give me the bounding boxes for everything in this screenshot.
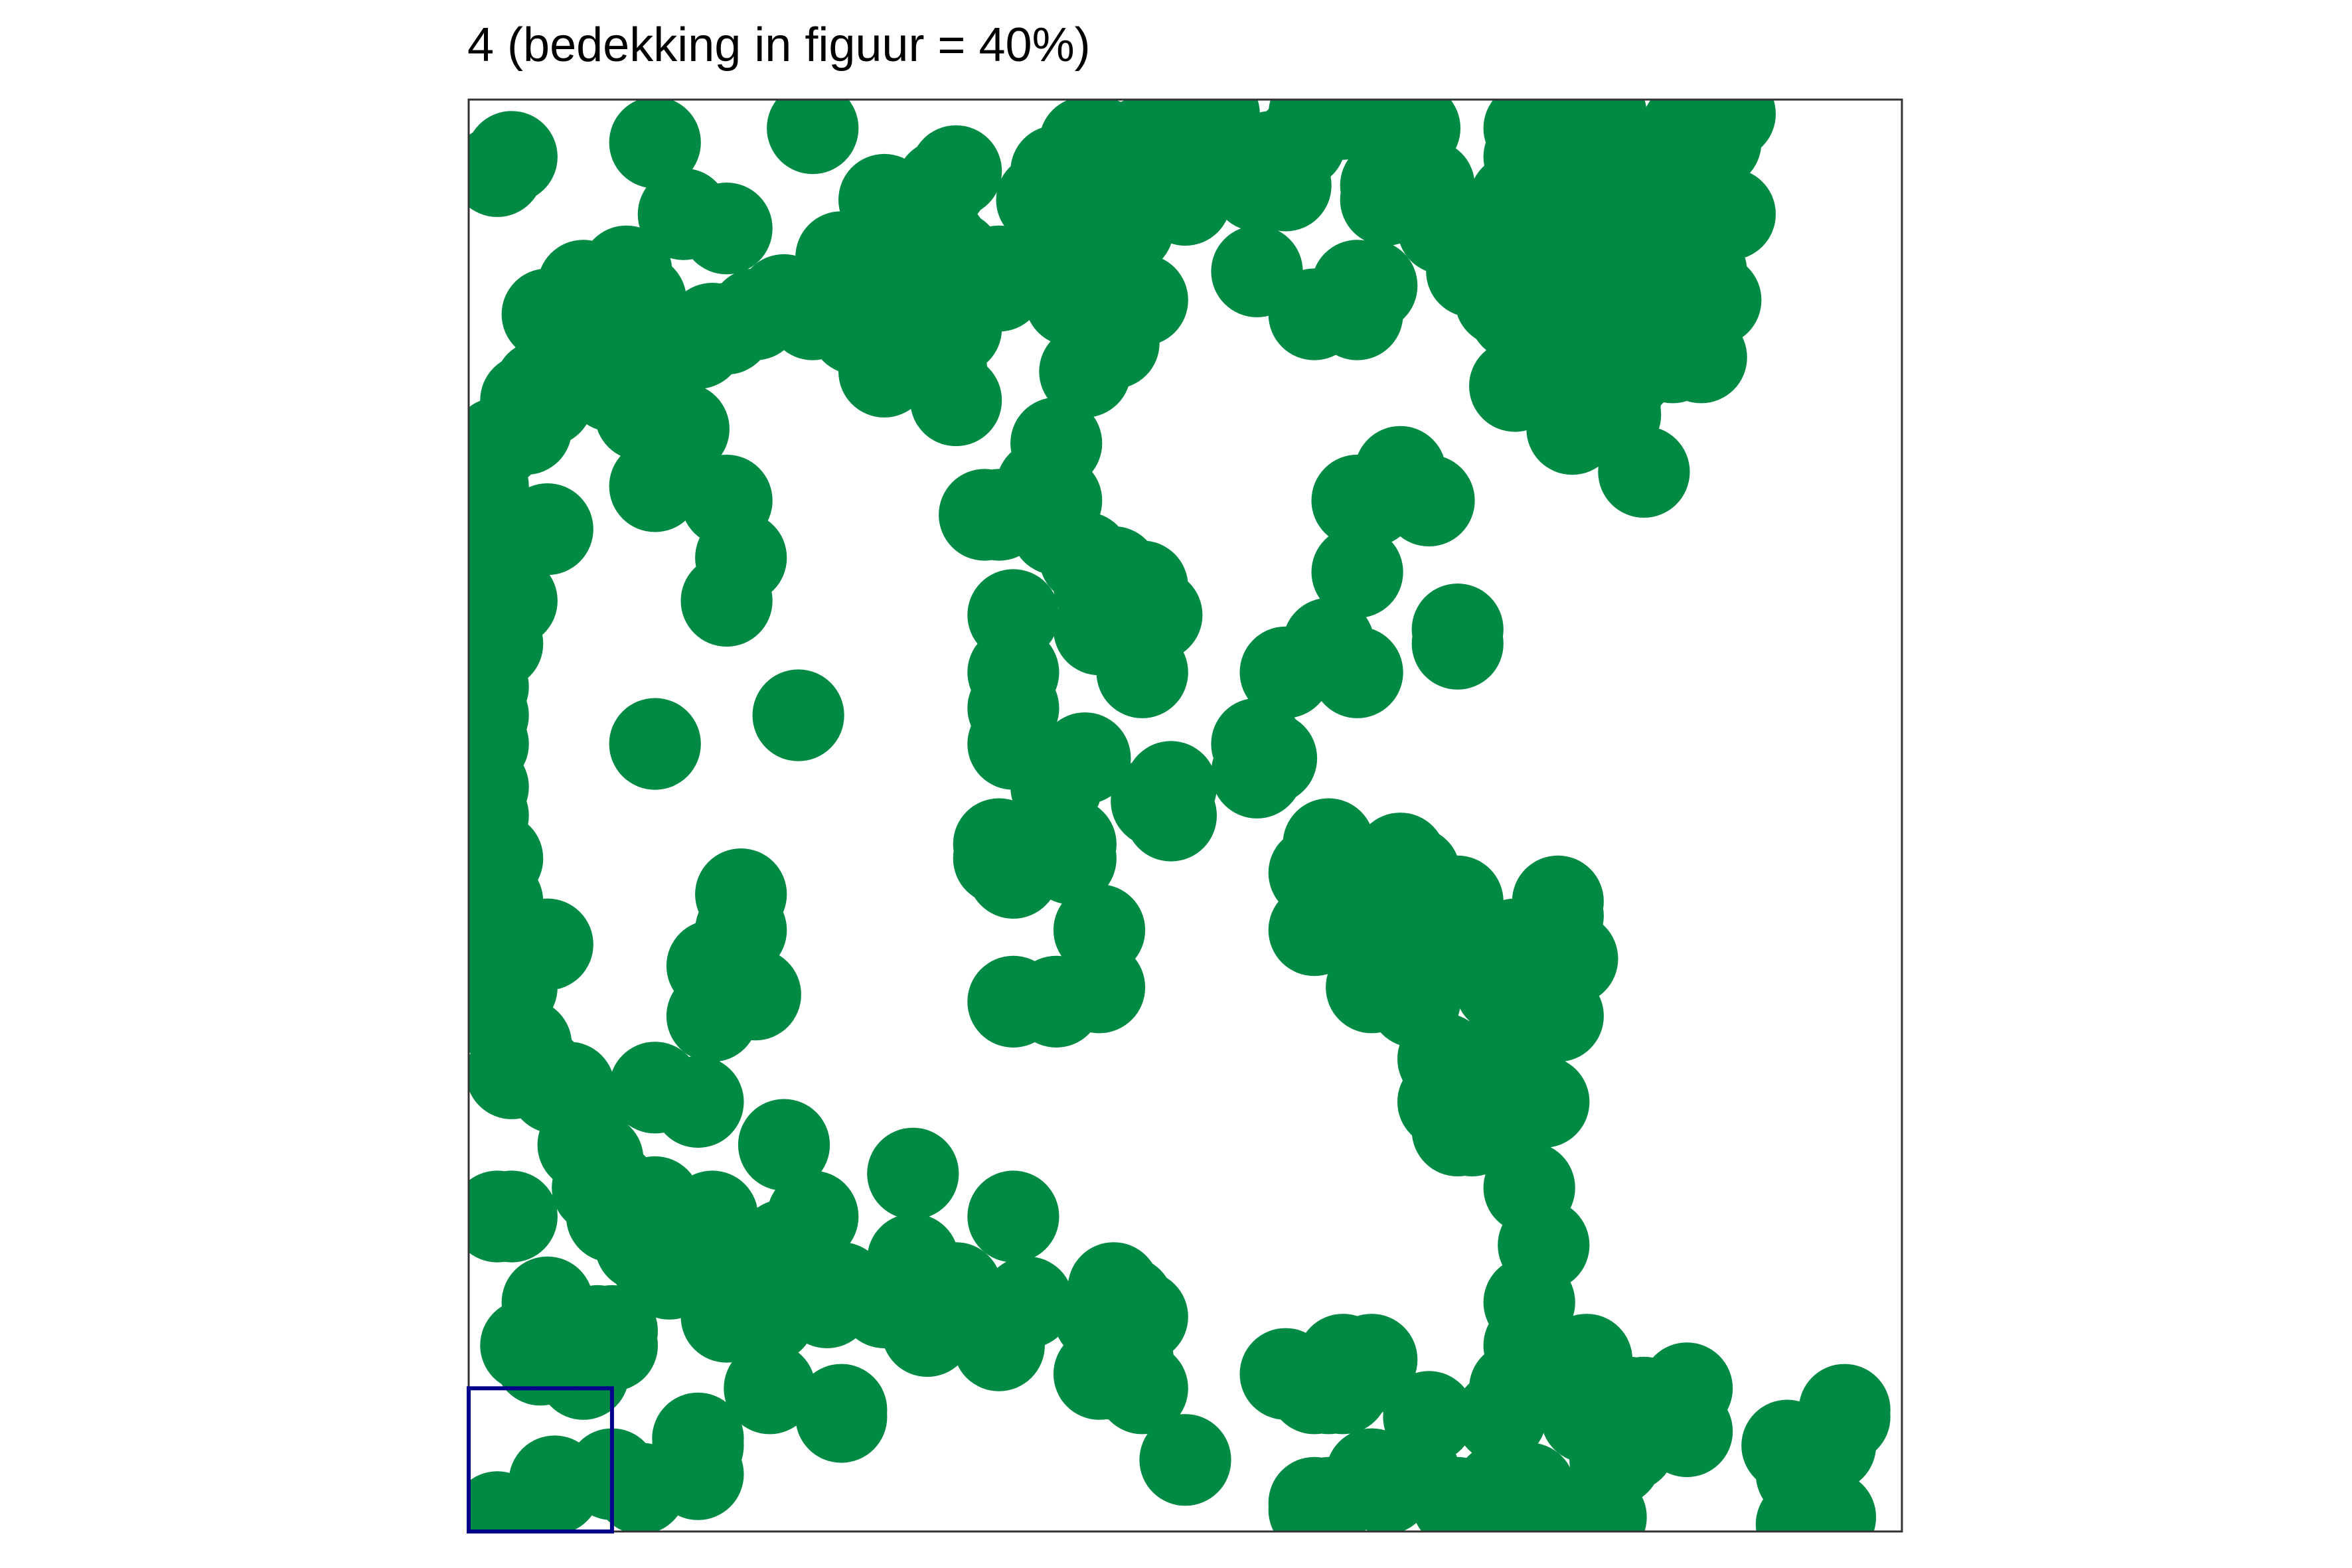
circle-point <box>1096 1342 1188 1435</box>
circle-point <box>967 569 1059 661</box>
circle-point <box>652 1392 744 1484</box>
circle-point <box>724 1227 816 1320</box>
circle-point <box>767 100 859 175</box>
circle-point <box>1483 1142 1575 1234</box>
chart-title: 4 (bedekking in figuur = 40%) <box>467 19 1091 72</box>
circle-point <box>709 949 801 1041</box>
circle-point <box>738 1099 830 1191</box>
circle-point <box>1010 397 1103 489</box>
circle-point <box>469 1170 558 1263</box>
circle-point <box>1139 1414 1231 1506</box>
circle-point <box>680 183 773 275</box>
plot-frame <box>467 98 1903 1533</box>
circle-layer <box>469 100 1891 1531</box>
circle-point <box>1583 1371 1676 1463</box>
circle-point <box>967 826 1059 919</box>
sample-quadrat <box>467 1386 614 1534</box>
circle-point <box>1354 426 1447 518</box>
circle-point <box>1311 526 1403 618</box>
circle-point <box>1096 540 1188 633</box>
circle-point <box>1368 884 1460 977</box>
circle-point <box>695 512 787 604</box>
circle-point <box>1469 1443 1561 1531</box>
circle-point <box>609 100 701 189</box>
circle-point <box>695 848 787 941</box>
circle-point <box>480 1299 572 1391</box>
circle-point <box>1053 941 1146 1034</box>
circle-point <box>724 1342 816 1435</box>
circle-point <box>1211 726 1303 819</box>
circle-point <box>1770 1471 1862 1531</box>
circle-point <box>637 383 730 475</box>
circle-point <box>795 1364 888 1456</box>
circle-point <box>867 1127 959 1219</box>
circle-point <box>1283 798 1375 890</box>
circle-point <box>469 111 558 203</box>
circle-point <box>1326 1314 1418 1406</box>
circle-point <box>1010 741 1103 833</box>
circle-point <box>1211 225 1303 317</box>
circle-point <box>652 1056 744 1148</box>
circle-point <box>1125 741 1217 833</box>
circle-point <box>1411 584 1504 676</box>
circle-point <box>967 1170 1059 1263</box>
circle-point <box>752 669 844 761</box>
circle-point <box>1311 626 1403 718</box>
circle-point <box>609 698 701 790</box>
circle-point <box>623 1227 716 1320</box>
circle-point <box>1583 311 1676 404</box>
circle-point <box>1340 139 1432 232</box>
